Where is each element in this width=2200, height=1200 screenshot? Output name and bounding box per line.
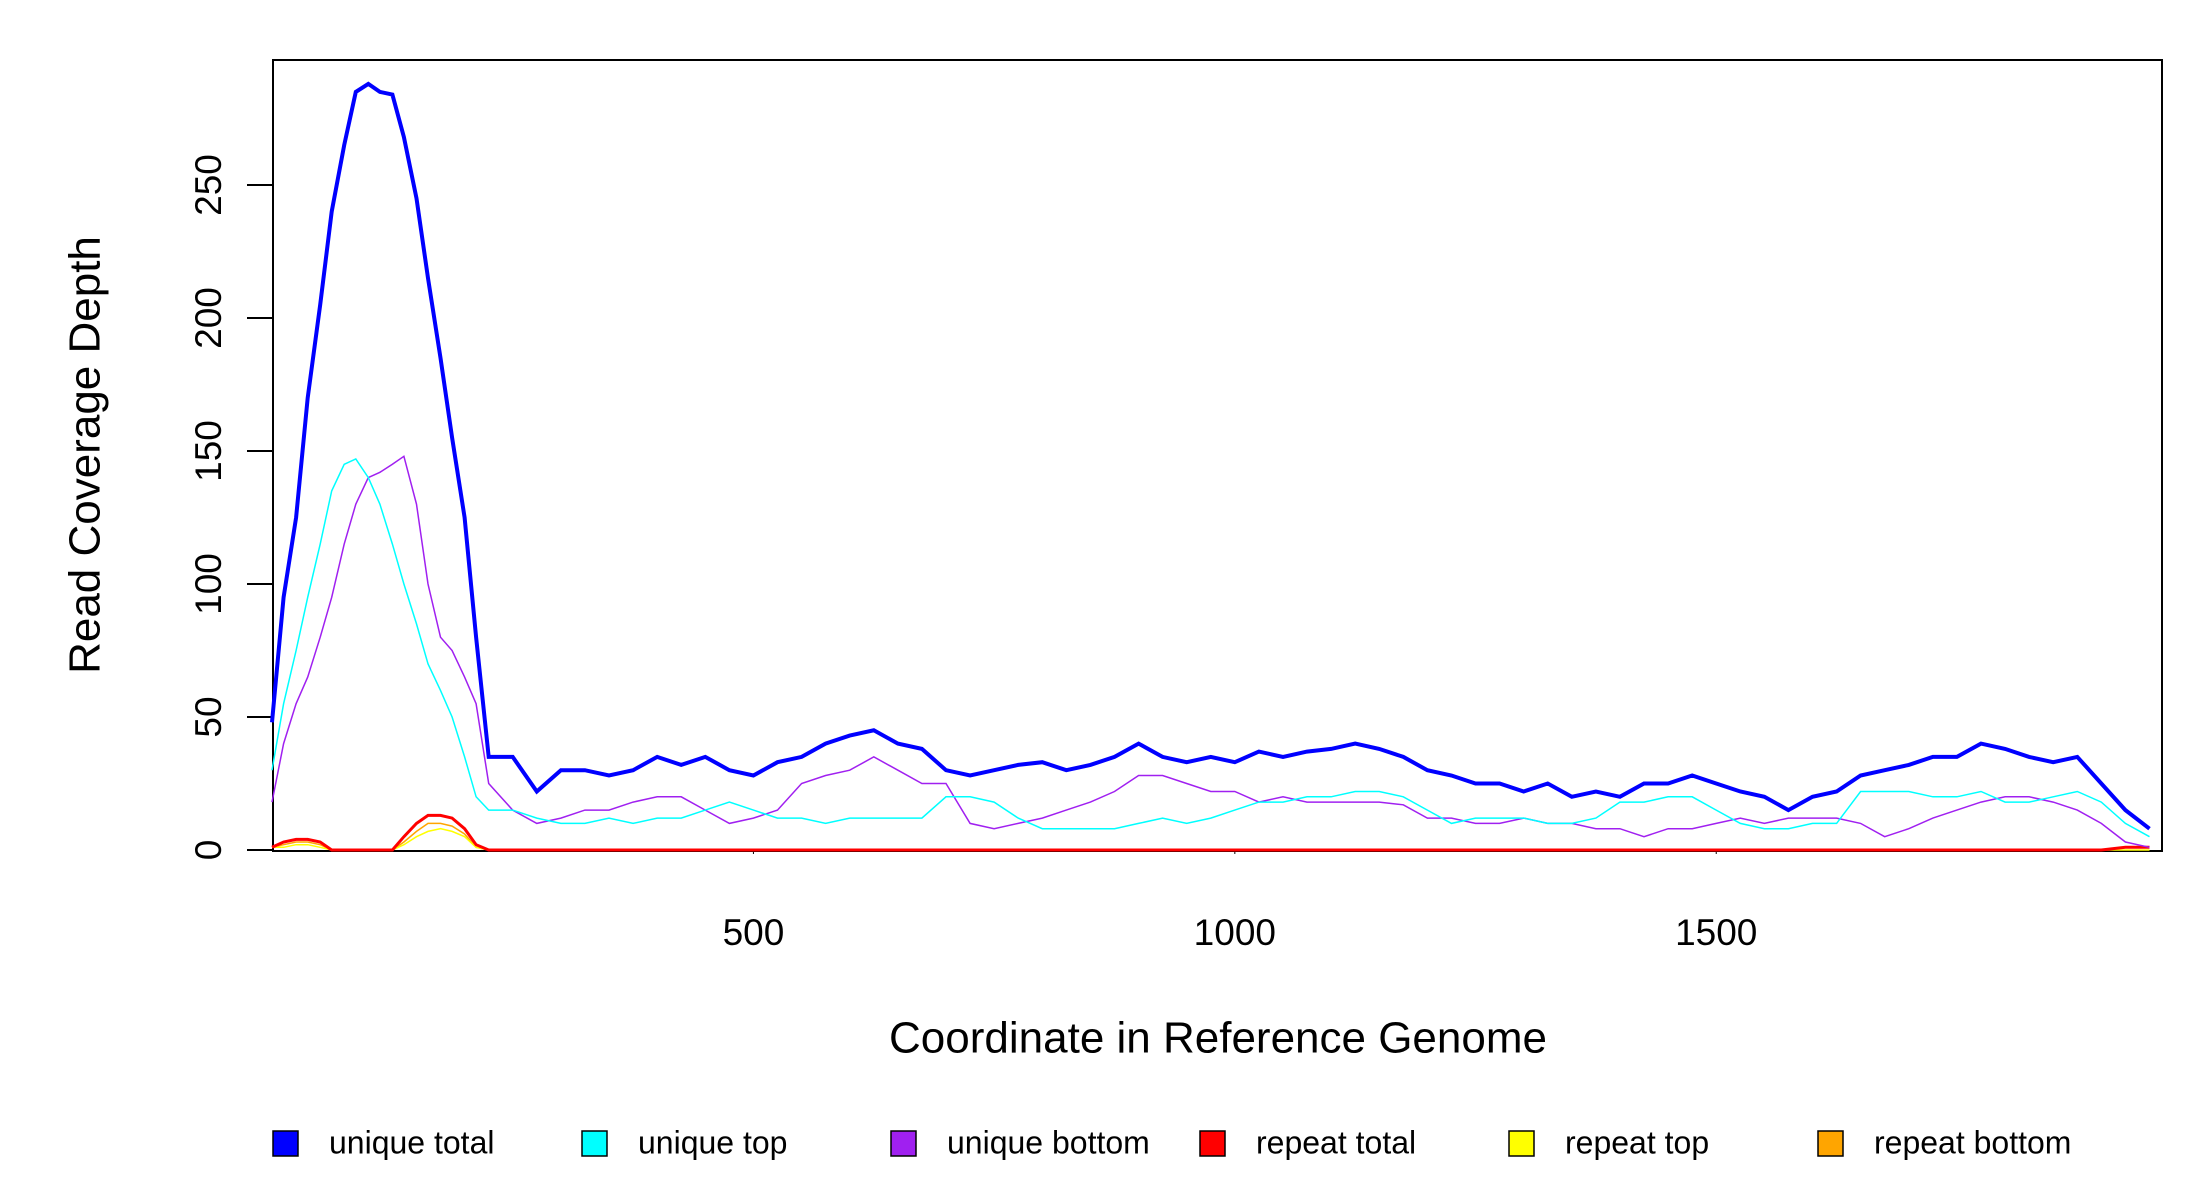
legend-swatch: [1508, 1130, 1535, 1157]
y-tick-label: 150: [188, 420, 229, 482]
series-line: [272, 827, 2150, 851]
legend-label: unique top: [638, 1124, 787, 1160]
legend-label: unique bottom: [947, 1124, 1150, 1160]
plot-frame: [272, 59, 2163, 852]
y-tick-label: 250: [188, 154, 229, 216]
legend-label: unique total: [329, 1124, 494, 1160]
legend-swatch: [581, 1130, 608, 1157]
y-tick-label: 200: [188, 287, 229, 349]
legend-swatch: [272, 1130, 299, 1157]
legend-label: repeat total: [1256, 1124, 1416, 1160]
y-tick-label: 50: [188, 696, 229, 737]
series-line: [271, 455, 2150, 849]
legend-swatch: [890, 1130, 917, 1157]
series-line: [271, 458, 2150, 838]
legend-label: repeat bottom: [1874, 1124, 2071, 1160]
y-axis-label: Read Coverage Depth: [61, 236, 110, 674]
y-tick-label: 100: [188, 553, 229, 615]
series-line: [271, 813, 2150, 852]
legend-swatch: [1817, 1130, 1844, 1157]
series-line: [270, 81, 2151, 831]
y-tick-label: 0: [188, 840, 229, 861]
x-axis-label: Coordinate in Reference Genome: [889, 1014, 1547, 1063]
legend-label: repeat top: [1565, 1124, 1709, 1160]
x-tick-label: 1500: [1675, 912, 1757, 953]
x-tick-label: 500: [723, 912, 785, 953]
legend-swatch: [1199, 1130, 1226, 1157]
x-tick-label: 1000: [1194, 912, 1276, 953]
